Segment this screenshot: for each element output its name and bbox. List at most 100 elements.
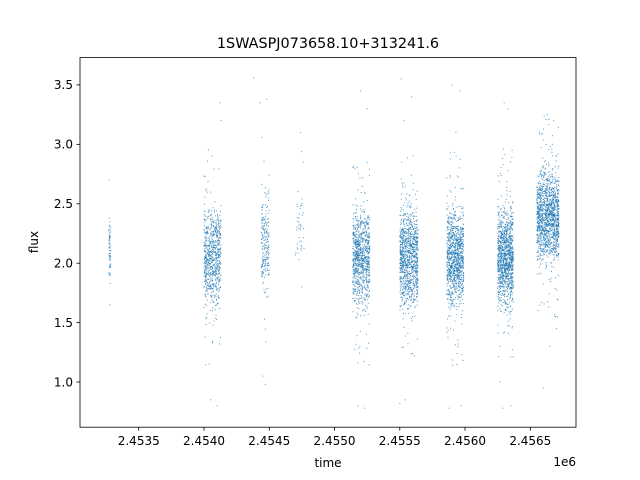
data-point <box>261 259 263 261</box>
data-point <box>447 280 449 282</box>
data-point <box>502 264 504 265</box>
data-point <box>263 229 265 231</box>
data-point <box>355 247 357 249</box>
data-point <box>454 236 456 238</box>
data-point <box>407 270 409 272</box>
data-point <box>366 247 368 249</box>
data-point <box>261 261 263 263</box>
data-point <box>416 190 418 192</box>
data-point <box>499 261 501 263</box>
data-point <box>356 251 358 253</box>
data-point <box>509 287 511 289</box>
data-point <box>449 233 451 235</box>
data-point <box>409 260 411 262</box>
data-point <box>508 306 510 308</box>
data-point <box>462 289 464 291</box>
data-point <box>402 255 404 257</box>
data-point <box>408 229 410 231</box>
data-point <box>204 245 206 247</box>
data-point <box>352 281 354 283</box>
data-point <box>452 232 454 234</box>
data-point <box>364 269 366 271</box>
data-point <box>365 293 367 295</box>
data-point <box>213 231 215 233</box>
data-point <box>355 268 357 270</box>
data-point <box>508 298 510 300</box>
data-point <box>407 293 409 295</box>
data-point <box>451 267 453 269</box>
data-point <box>361 185 363 187</box>
data-point <box>504 281 506 283</box>
data-point <box>357 244 359 246</box>
data-point <box>213 264 215 266</box>
data-point <box>357 298 359 300</box>
data-point <box>510 225 512 227</box>
data-point <box>215 254 217 256</box>
data-point <box>412 271 414 273</box>
data-point <box>452 263 454 265</box>
data-point <box>414 287 416 289</box>
data-point <box>367 241 369 243</box>
data-point <box>461 239 463 241</box>
data-point <box>358 248 360 250</box>
data-point <box>109 266 111 268</box>
data-point <box>362 264 364 266</box>
data-point <box>450 297 452 299</box>
data-point <box>506 288 508 290</box>
data-point <box>502 298 504 300</box>
data-point <box>212 259 214 261</box>
data-point <box>415 242 417 244</box>
data-point <box>458 246 460 248</box>
data-point <box>356 272 358 274</box>
data-point <box>414 249 416 251</box>
data-point <box>300 131 302 133</box>
data-point <box>457 277 459 279</box>
data-point <box>512 248 514 250</box>
data-point <box>456 237 458 239</box>
data-point <box>414 242 416 244</box>
data-point <box>356 258 358 260</box>
data-point <box>360 216 362 218</box>
data-point <box>203 225 205 227</box>
data-point <box>456 259 458 261</box>
data-point <box>506 262 508 264</box>
data-point <box>413 249 415 251</box>
data-point <box>447 329 449 331</box>
data-point <box>409 224 411 226</box>
data-point <box>414 263 416 265</box>
data-point <box>206 231 208 233</box>
data-point <box>357 225 359 227</box>
data-point <box>499 263 501 265</box>
data-point <box>510 280 512 282</box>
data-point <box>359 243 361 245</box>
data-point <box>453 276 455 278</box>
data-point <box>462 212 464 214</box>
data-point <box>206 226 208 228</box>
data-point <box>408 252 410 254</box>
data-point <box>355 269 357 271</box>
data-point <box>210 226 212 228</box>
data-point <box>357 273 359 275</box>
data-point <box>402 279 404 281</box>
data-point <box>402 254 404 256</box>
data-point <box>449 257 451 259</box>
data-point <box>261 241 263 243</box>
data-point <box>404 223 406 225</box>
data-point <box>109 258 111 260</box>
data-point <box>451 216 453 218</box>
data-point <box>458 306 460 308</box>
data-point <box>406 270 408 272</box>
data-point <box>455 264 457 266</box>
data-point <box>456 262 458 264</box>
data-point <box>211 287 213 289</box>
data-point <box>217 214 219 216</box>
data-point <box>411 291 413 293</box>
data-point <box>217 224 219 226</box>
data-point <box>507 244 509 246</box>
data-point <box>368 282 370 284</box>
data-point <box>453 275 455 277</box>
data-point <box>358 264 360 266</box>
data-point <box>446 253 448 255</box>
data-point <box>498 282 500 284</box>
data-point <box>511 288 513 290</box>
